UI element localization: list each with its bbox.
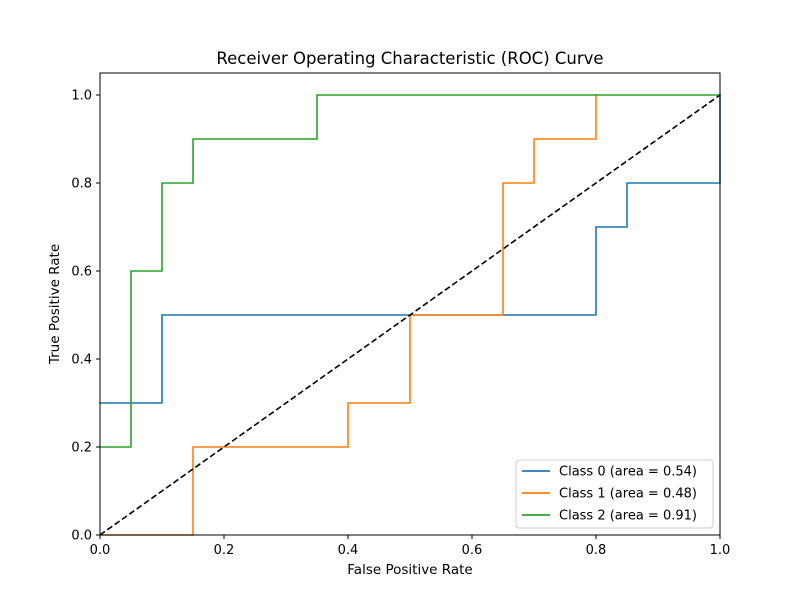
reference-diagonal-line (99, 94, 721, 536)
x-tick-label: 0.2 (214, 543, 235, 558)
y-tick-label: 0.4 (71, 353, 92, 368)
y-tick-label: 0.2 (71, 441, 92, 456)
legend: Class 0 (area = 0.54) Class 1 (area = 0.4… (515, 459, 714, 529)
legend-items: Class 0 (area = 0.54) Class 1 (area = 0.4… (522, 465, 697, 524)
y-tick-label: 0.6 (71, 265, 92, 280)
legend-label-class-0: Class 0 (area = 0.54) (559, 465, 697, 480)
series-line-class-0 (99, 94, 721, 404)
chart-title: Receiver Operating Characteristic (ROC) … (216, 49, 603, 68)
x-tick-label: 0.6 (462, 543, 483, 558)
y-tick-label: 1.0 (71, 89, 92, 104)
legend-label-class-1: Class 1 (area = 0.48) (559, 487, 697, 502)
ticks-layer: 0.0 0.2 0.4 0.6 0.8 1.0 0.0 0.2 0.4 0.6 0.8 1.0 (71, 89, 730, 559)
x-tick-label: 0.0 (90, 543, 111, 558)
legend-box (515, 459, 714, 529)
y-tick-label: 0.8 (71, 177, 92, 192)
series-line-class-2 (99, 94, 721, 448)
x-tick-label: 0.4 (338, 543, 359, 558)
legend-label-class-2: Class 2 (area = 0.91) (559, 509, 697, 524)
reference-layer (99, 94, 721, 536)
y-axis-label: True Positive Rate (47, 244, 63, 365)
x-axis-label: False Positive Rate (347, 562, 472, 578)
y-tick-label: 0.0 (71, 529, 92, 544)
x-tick-label: 1.0 (710, 543, 731, 558)
plot-area-frame (99, 72, 721, 536)
x-tick-label: 0.8 (586, 543, 607, 558)
